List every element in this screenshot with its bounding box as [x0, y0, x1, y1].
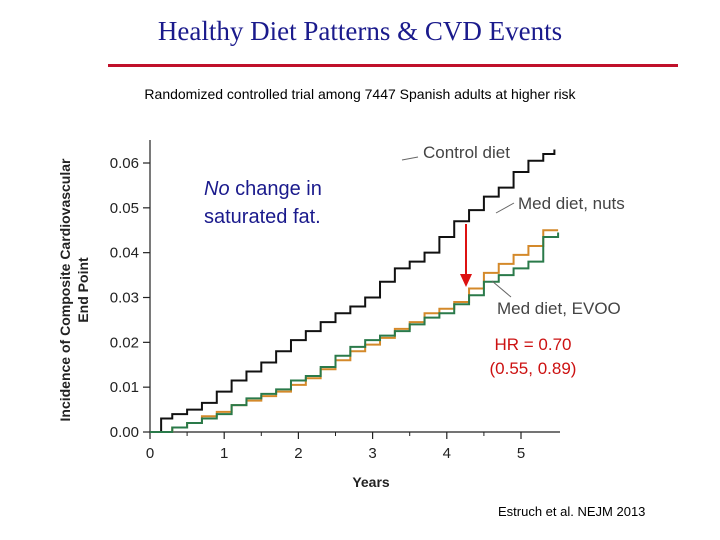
y-tick-label: 0.06	[110, 155, 139, 172]
leader-line-control	[401, 156, 419, 161]
x-tick-label: 0	[146, 445, 154, 462]
hazard-ratio-annotation: HR = 0.70 (0.55, 0.89)	[490, 335, 577, 378]
x-tick-label: 4	[443, 445, 451, 462]
svg-text:No change in: No change in	[204, 178, 322, 200]
y-axis-label: Incidence of Composite Cardiovascular En…	[57, 158, 91, 422]
leader-line-evoo	[491, 280, 512, 298]
x-tick-label: 1	[220, 445, 228, 462]
hazard-ratio-value: HR = 0.70	[494, 335, 571, 354]
label-leader-lines	[401, 156, 515, 298]
leader-line-nuts	[495, 202, 515, 214]
arrow-head	[460, 274, 472, 287]
fat-annotation-line2: saturated fat.	[204, 206, 321, 228]
y-tick-label: 0.01	[110, 379, 139, 396]
difference-arrow	[460, 224, 472, 287]
y-tick-label: 0.03	[110, 290, 139, 307]
citation: Estruch et al. NEJM 2013	[498, 504, 646, 519]
fat-annotation-italic: No	[204, 178, 230, 200]
y-tick-label: 0.02	[110, 334, 139, 351]
y-axis-label-line2: End Point	[75, 257, 91, 323]
series-label-control: Control diet	[423, 143, 510, 162]
y-tick-label: 0.05	[110, 200, 139, 217]
x-tick-label: 2	[294, 445, 302, 462]
y-tick-label: 0.04	[110, 245, 139, 262]
slide-title: Healthy Diet Patterns & CVD Events	[157, 16, 563, 46]
series-line-nuts	[150, 229, 559, 433]
series-lines	[150, 149, 560, 433]
fat-annotation: No change in saturated fat.	[204, 178, 322, 228]
x-axis-label: Years	[352, 474, 390, 490]
slide-subtitle: Randomized controlled trial among 7447 S…	[144, 86, 576, 102]
series-label-nuts: Med diet, nuts	[518, 194, 625, 213]
x-tick-label: 3	[368, 445, 376, 462]
series-line-evoo	[150, 232, 560, 433]
series-line-control	[150, 149, 556, 433]
y-tick-label: 0.00	[110, 424, 139, 441]
x-tick-label: 5	[517, 445, 525, 462]
series-labels: Control diet Med diet, nuts Med diet, EV…	[423, 143, 625, 318]
hazard-ratio-ci: (0.55, 0.89)	[490, 359, 577, 378]
title-divider	[108, 64, 678, 67]
axes: 0.00 0.01 0.02 0.03 0.04 0.05 0.06 0 1 2 3 4 5	[110, 140, 560, 462]
y-axis-label-line1: Incidence of Composite Cardiovascular	[57, 158, 73, 422]
fat-annotation-rest: change in	[230, 178, 322, 200]
series-label-evoo: Med diet, EVOO	[497, 299, 621, 318]
